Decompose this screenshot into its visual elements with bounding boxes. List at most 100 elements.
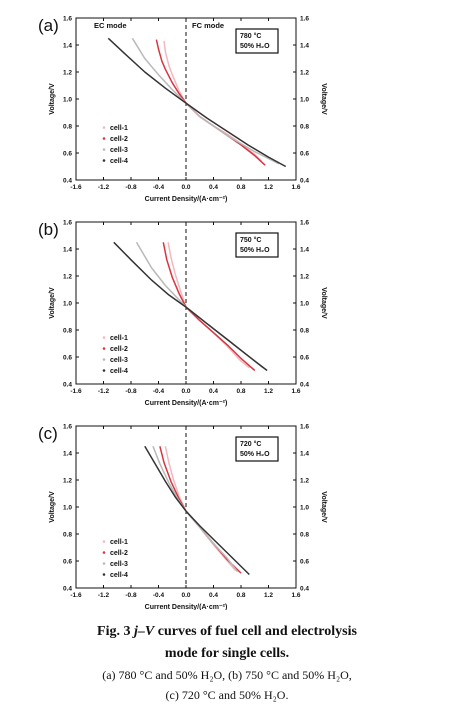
y-tick-label-right: 1.0 <box>300 301 309 308</box>
x-tick-label: 1.2 <box>264 388 273 395</box>
legend-marker-cell-4 <box>102 159 106 162</box>
y-tick-label-right: 1.4 <box>300 247 309 254</box>
legend-label-cell-1: cell-1 <box>110 125 128 132</box>
x-tick-label: 0.0 <box>181 184 190 191</box>
legend-marker-cell-4 <box>102 369 106 372</box>
y-tick-label-right: 1.4 <box>300 451 309 458</box>
x-tick-label: 1.2 <box>264 184 273 191</box>
series-line-cell-4 <box>144 445 250 576</box>
y-tick-label-right: 1.0 <box>300 97 309 104</box>
y-tick-label-right: 1.4 <box>300 43 309 50</box>
y-tick-label-right: 1.0 <box>300 505 309 512</box>
legend-label-cell-3: cell-3 <box>110 561 128 568</box>
caption-line-4: (c) 720 °C and 50% H₂O. <box>165 688 289 702</box>
legend-label-cell-2: cell-2 <box>110 550 128 557</box>
y-tick-label-left: 1.2 <box>63 70 72 77</box>
x-tick-label: 0.4 <box>209 184 218 191</box>
x-tick-label: -0.4 <box>153 388 165 395</box>
condition-humidity: 50% H₂O <box>240 451 270 458</box>
legend-marker-cell-1 <box>102 540 106 543</box>
y-tick-label-right: 1.2 <box>300 70 309 77</box>
x-tick-label: -1.6 <box>70 388 82 395</box>
condition-box <box>235 232 279 258</box>
y-tick-label-right: 0.6 <box>300 151 309 158</box>
x-tick-label: -1.6 <box>70 592 82 599</box>
y-tick-label-left: 0.4 <box>63 382 72 389</box>
x-tick-label: -1.2 <box>98 592 110 599</box>
ec-mode-label: EC mode <box>94 21 127 30</box>
condition-humidity: 50% H₂O <box>240 247 270 254</box>
y-tick-label-left: 0.8 <box>63 532 72 539</box>
y-tick-label-left: 0.6 <box>63 151 72 158</box>
x-tick-label: 0.0 <box>181 388 190 395</box>
condition-temperature: 780 °C <box>240 32 261 40</box>
y-tick-label-right: 0.8 <box>300 532 309 539</box>
y-tick-label-left: 1.2 <box>63 478 72 485</box>
x-tick-label: 0.4 <box>209 592 218 599</box>
y-axis-label-right: Voltage/V <box>320 287 327 319</box>
y-axis-label-left: Voltage/V <box>49 491 56 523</box>
x-tick-label: 1.6 <box>291 388 300 395</box>
legend-marker-cell-2 <box>102 551 106 554</box>
y-tick-label-left: 1.6 <box>63 220 72 227</box>
legend-label-cell-4: cell-4 <box>110 158 128 165</box>
caption-line-2: mode for single cells. <box>164 646 290 661</box>
series-line-cell-4 <box>113 241 268 372</box>
x-tick-label: 1.2 <box>264 592 273 599</box>
y-tick-label-right: 0.6 <box>300 355 309 362</box>
x-axis-label: Current Density/(A·cm⁻²) <box>145 604 228 610</box>
series-line-cell-2 <box>162 242 256 372</box>
y-tick-label-left: 0.6 <box>63 355 72 362</box>
y-tick-label-left: 1.2 <box>63 274 72 281</box>
legend-label-cell-2: cell-2 <box>110 346 128 353</box>
y-tick-label-left: 0.8 <box>63 124 72 131</box>
y-tick-label-right: 1.6 <box>300 220 309 227</box>
x-tick-label: -1.6 <box>70 184 82 191</box>
legend-label-cell-4: cell-4 <box>110 572 128 579</box>
y-tick-label-right: 1.6 <box>300 424 309 431</box>
panel-tag: (c) <box>38 424 58 443</box>
legend-label-cell-2: cell-2 <box>110 136 128 143</box>
x-axis-label: Current Density/(A·cm⁻²) <box>145 196 228 203</box>
y-tick-label-left: 1.0 <box>63 301 72 308</box>
x-tick-label: -1.2 <box>98 388 110 395</box>
legend-marker-cell-2 <box>102 347 106 350</box>
legend-marker-cell-2 <box>102 137 106 140</box>
x-tick-label: -0.4 <box>153 592 165 599</box>
series-line-cell-4 <box>107 37 287 168</box>
y-tick-label-left: 1.0 <box>63 97 72 104</box>
y-tick-label-right: 0.6 <box>300 559 309 566</box>
chart-panel-b: -1.6 -1.2 -0.8 -0.4 0.0 0.4 0.8 1.2 1.60.4 0.40.6… <box>38 220 327 408</box>
y-tick-label-right: 1.6 <box>300 16 309 23</box>
condition-temperature: 720 °C <box>240 440 261 448</box>
series-line-cell-3 <box>131 37 280 165</box>
caption-jv: j–V <box>134 624 155 639</box>
y-tick-label-right: 0.4 <box>300 586 309 593</box>
caption-fig-label: Fig. 3 <box>97 624 131 639</box>
x-tick-label: -0.8 <box>125 184 137 191</box>
y-axis-label-left: Voltage/V <box>49 83 56 115</box>
y-tick-label-left: 1.4 <box>63 43 72 50</box>
series-line-cell-2 <box>155 39 266 166</box>
panel-tag: (b) <box>38 220 59 239</box>
legend-label-cell-3: cell-3 <box>110 147 128 154</box>
condition-temperature: 750 °C <box>240 236 261 244</box>
y-tick-label-left: 0.4 <box>63 178 72 185</box>
y-tick-label-right: 1.2 <box>300 274 309 281</box>
x-tick-label: 1.6 <box>291 184 300 191</box>
chart-panel-a: -1.6 -1.2 -0.8 -0.4 0.0 0.4 0.8 1.2 1.60.4 0.40.6… <box>38 16 327 204</box>
y-axis-label-right: Voltage/V <box>320 491 327 523</box>
x-tick-label: -0.8 <box>125 592 137 599</box>
caption-title-rest: curves of fuel cell and electrolysis <box>157 624 357 639</box>
x-tick-label: 0.8 <box>236 592 245 599</box>
series-line-cell-3 <box>135 241 264 369</box>
legend-label-cell-4: cell-4 <box>110 368 128 375</box>
y-tick-label-right: 1.2 <box>300 478 309 485</box>
y-tick-label-left: 0.4 <box>63 586 72 593</box>
legend-marker-cell-3 <box>102 148 106 151</box>
chart-panel-c: -1.6 -1.2 -0.8 -0.4 0.0 0.4 0.8 1.2 1.60.4 0.40.6… <box>38 424 327 611</box>
caption-title: Fig. 3 j–V curves of fuel cell and elect… <box>0 624 454 640</box>
y-tick-label-right: 0.4 <box>300 382 309 389</box>
legend-marker-cell-1 <box>102 126 106 129</box>
x-tick-label: 0.4 <box>209 388 218 395</box>
